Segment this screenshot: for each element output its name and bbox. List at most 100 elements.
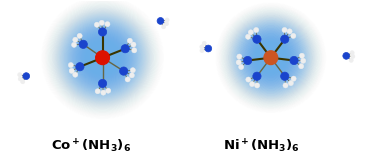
Circle shape — [88, 43, 117, 72]
Circle shape — [280, 72, 289, 80]
Circle shape — [70, 26, 135, 90]
Circle shape — [280, 35, 289, 43]
Circle shape — [72, 27, 133, 88]
Circle shape — [263, 50, 278, 65]
Circle shape — [246, 77, 251, 82]
Circle shape — [165, 18, 169, 22]
Circle shape — [266, 53, 275, 62]
Circle shape — [255, 42, 287, 74]
Circle shape — [98, 53, 107, 62]
Circle shape — [99, 20, 104, 25]
Circle shape — [99, 54, 107, 62]
Circle shape — [263, 50, 279, 66]
Circle shape — [131, 42, 136, 47]
Circle shape — [262, 48, 280, 67]
Circle shape — [77, 33, 127, 83]
Circle shape — [82, 37, 124, 79]
Circle shape — [287, 29, 292, 34]
Circle shape — [247, 34, 295, 82]
Circle shape — [238, 25, 304, 90]
Circle shape — [76, 31, 129, 84]
Circle shape — [101, 90, 106, 95]
Circle shape — [75, 30, 130, 85]
Circle shape — [129, 73, 135, 78]
Circle shape — [301, 58, 306, 63]
Circle shape — [68, 62, 73, 68]
Circle shape — [252, 39, 290, 76]
Circle shape — [237, 54, 242, 59]
Circle shape — [73, 28, 132, 87]
Circle shape — [246, 33, 296, 82]
Circle shape — [84, 39, 121, 76]
Circle shape — [251, 38, 290, 77]
Circle shape — [98, 79, 107, 88]
Circle shape — [77, 33, 82, 38]
Circle shape — [105, 22, 110, 27]
Circle shape — [82, 38, 123, 78]
Circle shape — [250, 37, 292, 79]
Circle shape — [127, 38, 132, 43]
Circle shape — [96, 51, 110, 65]
Circle shape — [125, 77, 130, 82]
Circle shape — [248, 30, 253, 35]
Circle shape — [105, 88, 111, 93]
Circle shape — [266, 53, 276, 63]
Circle shape — [94, 49, 112, 67]
Circle shape — [71, 42, 77, 47]
Circle shape — [259, 45, 283, 70]
Circle shape — [260, 47, 282, 69]
Circle shape — [259, 46, 282, 69]
Circle shape — [242, 29, 300, 87]
Circle shape — [254, 40, 288, 75]
Circle shape — [69, 68, 74, 73]
Circle shape — [23, 73, 29, 79]
Circle shape — [87, 42, 118, 73]
Circle shape — [251, 37, 291, 78]
Circle shape — [94, 50, 111, 66]
Circle shape — [291, 76, 296, 81]
Circle shape — [121, 45, 129, 53]
Circle shape — [91, 46, 114, 69]
Circle shape — [343, 52, 350, 59]
Circle shape — [244, 31, 297, 84]
Circle shape — [265, 52, 277, 63]
Circle shape — [264, 51, 278, 65]
Circle shape — [79, 40, 87, 49]
Circle shape — [254, 83, 260, 88]
Circle shape — [77, 32, 128, 84]
Circle shape — [270, 57, 271, 58]
Circle shape — [254, 41, 288, 74]
Circle shape — [85, 40, 120, 75]
Circle shape — [239, 64, 244, 70]
Circle shape — [288, 81, 293, 86]
Circle shape — [130, 68, 135, 73]
Circle shape — [282, 27, 287, 32]
Circle shape — [71, 26, 134, 89]
Circle shape — [283, 83, 288, 88]
Circle shape — [299, 53, 304, 58]
Circle shape — [261, 48, 281, 68]
Circle shape — [157, 18, 164, 24]
Circle shape — [240, 27, 302, 89]
Circle shape — [253, 72, 261, 80]
Circle shape — [350, 51, 354, 55]
Circle shape — [95, 89, 100, 94]
Circle shape — [67, 22, 138, 93]
Circle shape — [90, 46, 115, 70]
Circle shape — [90, 45, 115, 71]
Circle shape — [93, 48, 112, 67]
Circle shape — [74, 29, 132, 87]
Circle shape — [79, 34, 126, 81]
Circle shape — [96, 51, 109, 64]
Circle shape — [257, 44, 285, 71]
Circle shape — [253, 40, 289, 76]
Circle shape — [249, 36, 293, 79]
Circle shape — [245, 34, 251, 39]
Text: $\mathbf{Ni^+(NH_3)_6}$: $\mathbf{Ni^+(NH_3)_6}$ — [223, 138, 300, 155]
Circle shape — [100, 55, 105, 60]
Circle shape — [94, 22, 99, 27]
Circle shape — [98, 28, 107, 36]
Circle shape — [83, 38, 122, 77]
Circle shape — [202, 41, 206, 45]
Circle shape — [256, 43, 285, 72]
